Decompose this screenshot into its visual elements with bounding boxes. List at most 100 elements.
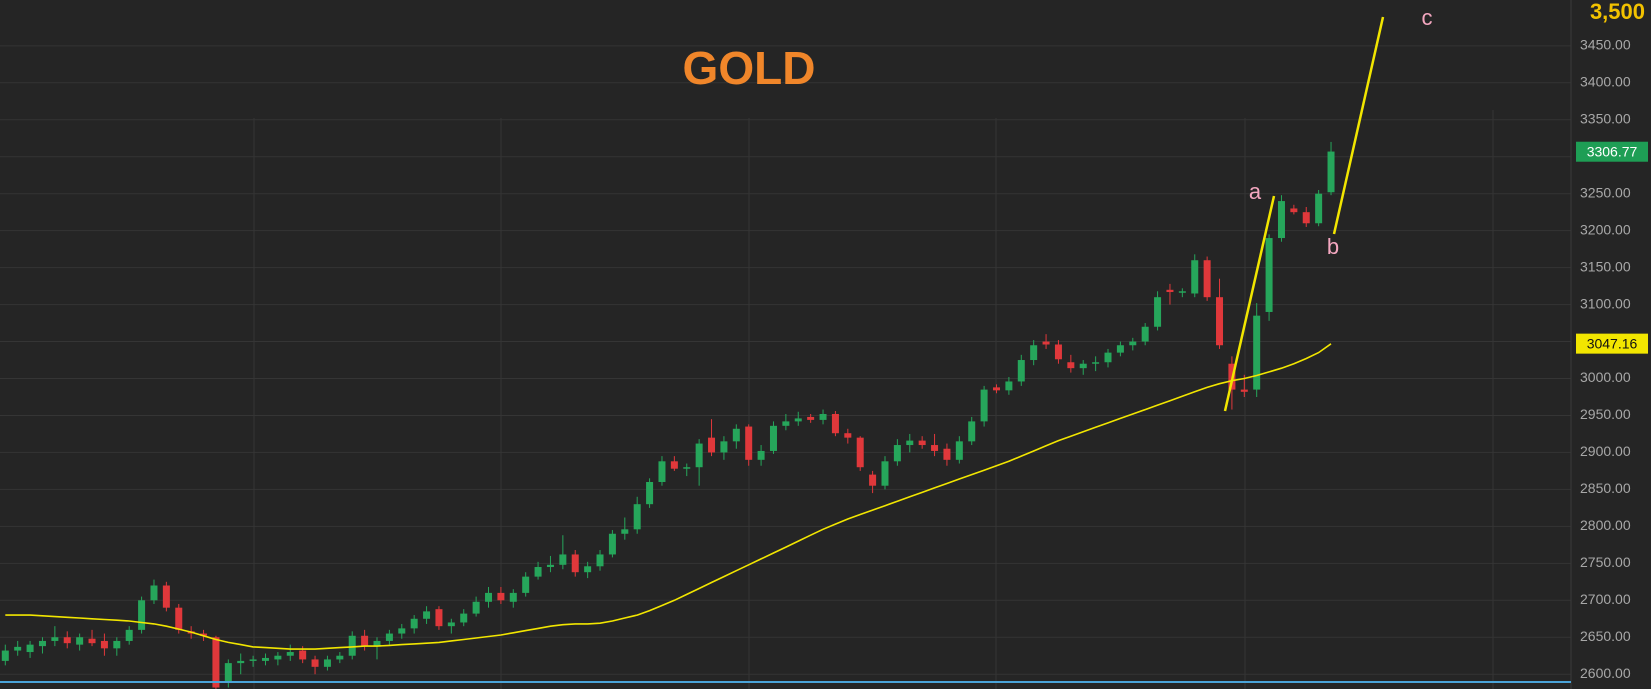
candle-body [323,659,331,667]
candle-body [63,637,71,644]
y-tick-label: 3350.00 [1580,110,1631,126]
y-tick-label: 3450.00 [1580,37,1631,53]
candle-body [1030,345,1038,361]
candle-body [497,592,505,601]
candle-body [1141,326,1149,342]
candle-body [1302,212,1310,224]
candle-body [794,418,802,422]
candle-body [769,425,777,451]
candle-body [26,644,34,653]
y-tick-label: 2800.00 [1580,517,1631,533]
candle-body [869,474,877,486]
candle-body [51,637,59,641]
y-tick-label: 2700.00 [1580,591,1631,607]
candle-body [993,387,1000,391]
candle-body [212,637,220,688]
candle-body [1240,389,1248,392]
candle-body [522,576,530,593]
candle-body [224,663,232,682]
last-price-label-box [1576,141,1648,162]
candle-body [819,413,827,420]
candle-body [943,448,951,460]
y-tick-label: 3,500 [1590,0,1645,24]
y-tick-label: 3000.00 [1580,369,1631,385]
y-tick-label: 2600.00 [1580,665,1631,681]
candle-body [596,554,604,567]
trend-line [1223,195,1276,412]
vertical-grid [253,110,1494,689]
candle-body [1265,238,1273,312]
candle-body [782,421,790,426]
candle-body [1216,297,1224,346]
annotation: a [1249,179,1262,204]
candle-body [683,467,691,469]
candle-body [261,657,269,661]
y-tick-label: 2750.00 [1580,554,1631,570]
candle-body [1253,315,1261,390]
candle-body [472,601,480,614]
candle-body [844,433,852,438]
candle-body [881,461,889,486]
candle-body [708,437,716,453]
candle-body [980,389,988,422]
candle-body [646,482,654,505]
candle-body [373,640,381,647]
candle-body [955,441,963,460]
candle-body [745,426,753,460]
candle-body [546,564,554,568]
candle-body [856,437,864,468]
candle-body [1129,341,1137,346]
candle-body [113,640,121,649]
annotation: b [1327,234,1339,259]
candle-body [757,450,765,460]
moving-average [5,343,1332,650]
candle-body [423,611,431,619]
candle-body [1154,297,1162,327]
y-tick-label: 2900.00 [1580,443,1631,459]
y-tick-label: 3250.00 [1580,184,1631,200]
ma-price-label: 3047.16 [1587,335,1638,351]
annotation: c [1422,5,1433,30]
candle-body [1104,352,1112,363]
candle-body [831,413,839,434]
candle-body [274,655,282,660]
candle-body [100,640,108,649]
candle-body [1166,289,1174,293]
candle-body [1178,291,1186,293]
candle-body [385,633,393,641]
candle-body [485,592,493,602]
y-tick-label: 3200.00 [1580,221,1631,237]
candle-body [584,566,592,573]
candle-body [1092,362,1100,364]
candle-body [1042,341,1050,345]
candle-body [1054,344,1062,360]
y-tick-label: 2650.00 [1580,628,1631,644]
y-tick-label: 3150.00 [1580,258,1631,274]
candle-body [1191,260,1199,294]
candle-body [1290,208,1298,213]
candle-body [435,609,443,627]
candle-body [720,441,728,453]
candle-body [200,633,208,636]
candle-body [76,637,84,645]
candle-body [1315,193,1323,224]
chart-title: GOLD [683,42,816,94]
y-tick-label: 2850.00 [1580,480,1631,496]
candle-body [968,421,976,442]
candle-body [893,445,901,462]
candle-body [311,659,319,667]
candle-body [138,600,146,630]
candle-body [299,650,307,660]
candle-body [633,504,641,530]
candle-body [14,646,22,651]
y-tick-label: 3100.00 [1580,295,1631,311]
candle-body [162,585,170,608]
candle-body [348,635,356,656]
candle-body [1277,201,1285,239]
candle-body [1079,363,1087,369]
candle-body [918,440,926,446]
candle-body [732,428,740,442]
